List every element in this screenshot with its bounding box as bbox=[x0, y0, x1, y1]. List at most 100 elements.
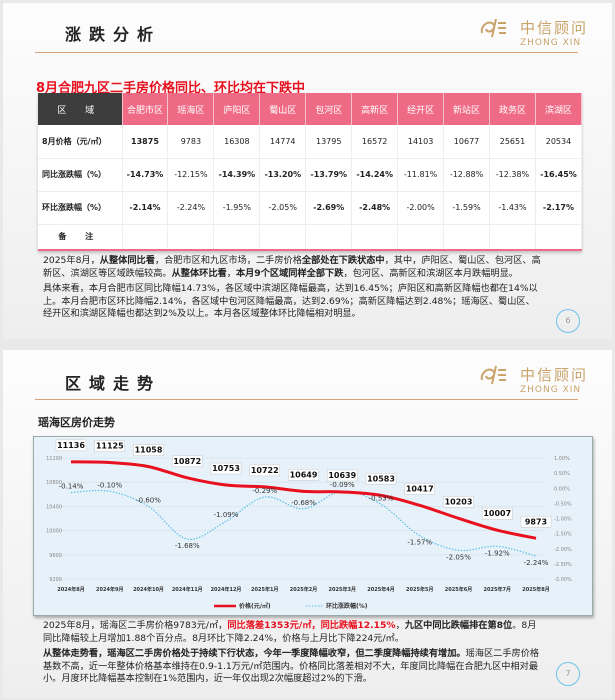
data-label-box bbox=[482, 507, 513, 520]
x-tick-label: 2025年7月 bbox=[484, 586, 511, 593]
table-cell: 16572 bbox=[351, 125, 399, 159]
summary-text: 2025年8月，从整体同比看，合肥市区和九区市场，二手房价格全部处在下跌状态中，… bbox=[43, 255, 543, 324]
chart-title: 瑶海区房价走势 bbox=[38, 416, 115, 429]
table-cell: -2.24% bbox=[167, 191, 215, 225]
data-label-price: 10722 bbox=[251, 466, 279, 475]
table-cell: 13795 bbox=[305, 125, 353, 159]
data-label-price: 10649 bbox=[290, 470, 318, 479]
table-cell: -12.15% bbox=[167, 158, 215, 192]
table-cell: 14774 bbox=[259, 125, 307, 159]
table-cell: -14.73% bbox=[122, 158, 169, 192]
data-label-price: 11058 bbox=[135, 446, 163, 455]
logo: 中信顾问 ZHONG XIN bbox=[480, 17, 588, 48]
price-trend-chart: 9200 9600 10000 10400 10800 11200 -3.00% -2.50%… bbox=[33, 436, 593, 616]
column-header: 经开区 bbox=[397, 93, 445, 125]
y-right-tick-label: -0.50% bbox=[554, 501, 572, 507]
table-cell: -2.00% bbox=[397, 191, 445, 225]
data-label-box bbox=[210, 462, 242, 475]
data-label-mom: -2.05% bbox=[446, 553, 471, 561]
data-label-price: 10203 bbox=[445, 497, 473, 506]
table-cell: -2.17% bbox=[535, 191, 583, 225]
logo: 中信顾问 ZHONG XIN bbox=[480, 364, 588, 395]
data-label-price: 11136 bbox=[57, 441, 85, 450]
y-left-tick-label: 10000 bbox=[46, 529, 62, 535]
table-cell bbox=[397, 224, 445, 251]
data-label-box bbox=[404, 483, 435, 495]
row-label: 同比涨跌幅（%） bbox=[38, 158, 123, 192]
table-cell: -14.39% bbox=[213, 158, 261, 192]
data-label-box bbox=[288, 469, 319, 481]
legend-label-mom: 环比涨跌幅(%) bbox=[326, 602, 368, 610]
data-label-box bbox=[327, 469, 358, 482]
data-label-price: 11125 bbox=[96, 442, 124, 451]
legend-label-price: 价格(元/㎡) bbox=[239, 602, 271, 610]
divider bbox=[35, 52, 578, 53]
paragraph: 2025年8月，从整体同比看，合肥市区和九区市场，二手房价格全部处在下跌状态中，… bbox=[43, 255, 543, 280]
text-run: ，其中，庐阳区、蜀山区、包河区、高新区、滨湖区等区域跌幅较高。 bbox=[43, 255, 541, 279]
data-label-box bbox=[443, 496, 474, 508]
table-cell: -2.48% bbox=[351, 191, 399, 225]
column-header: 瑶海区 bbox=[167, 93, 215, 125]
column-header: 蜀山区 bbox=[259, 93, 307, 125]
table-cell: 9783 bbox=[167, 125, 215, 159]
data-label-price: 10417 bbox=[406, 484, 434, 493]
data-label-mom: -1.68% bbox=[175, 542, 200, 550]
data-label-box bbox=[133, 444, 164, 456]
column-header: 政务区 bbox=[489, 93, 536, 125]
table-row-notes: 备 注 bbox=[38, 224, 583, 251]
table-cell bbox=[535, 224, 583, 251]
table-cell: -13.79% bbox=[305, 158, 353, 192]
text-run: 。8月同比降幅较上月增加1.88个百分点。8月环比下降2.24%，价格与上月比下… bbox=[43, 620, 537, 644]
text-run: 从整体环比看 bbox=[171, 267, 227, 279]
text-run: 从整体走势看，瑶海区二手房价格处于持续下行状态，今年一季度降幅收窄，但二季度降幅… bbox=[43, 648, 466, 659]
logo-text-cn: 中信顾问 bbox=[519, 19, 588, 37]
data-label-mom: -1.92% bbox=[485, 549, 510, 557]
data-label-mom: -1.09% bbox=[214, 511, 239, 519]
text-run: 瑶海区二手房价格基数不高，近一年整体价格基本维持在0.9-1.1万元/㎡范围内。… bbox=[43, 648, 540, 684]
column-header: 高新区 bbox=[351, 93, 399, 125]
price-change-table: 区 域合肥市区 瑶海区 庐阳区 蜀山区 包河区 高新区 经开区 新站区 政务区 滨湖区 8月价格（元… bbox=[38, 93, 583, 251]
x-tick-label: 2025年1月 bbox=[251, 586, 278, 593]
table-cell: -12.88% bbox=[443, 158, 490, 192]
y-left-tick-label: 11200 bbox=[46, 456, 62, 462]
data-label-box bbox=[55, 439, 87, 452]
table-cell: -13.20% bbox=[259, 158, 307, 192]
slide-7: 区域走势 中信顾问 ZHONG XIN 瑶海区房价走势 9200 9600 1000… bbox=[3, 350, 612, 698]
table-cell: -2.05% bbox=[259, 191, 307, 225]
data-label-mom: -0.68% bbox=[291, 499, 316, 507]
table-cell bbox=[167, 224, 215, 251]
y-right-tick-label: -3.00% bbox=[554, 577, 572, 583]
column-header: 合肥市区 bbox=[122, 93, 169, 125]
data-label-box bbox=[172, 455, 203, 468]
text-run: 从整体同比看 bbox=[99, 255, 155, 266]
text-run: 同比落差1353元/㎡，同比跌幅12.15% bbox=[227, 620, 396, 631]
y-left-tick-label: 10400 bbox=[46, 504, 62, 510]
x-tick-label: 2024年8月 bbox=[57, 586, 84, 593]
table-cell bbox=[489, 224, 536, 251]
text-run: ，包河区、高新区和滨湖区本月跌幅明显。 bbox=[343, 267, 518, 279]
column-header: 庐阳区 bbox=[213, 93, 261, 125]
series-line-price bbox=[70, 460, 537, 540]
logo-mark-icon bbox=[480, 18, 506, 38]
page-number: 7 bbox=[556, 662, 580, 686]
data-label-box bbox=[249, 464, 280, 477]
data-label-box bbox=[94, 440, 125, 452]
y-right-tick-label: -1.00% bbox=[554, 517, 572, 523]
paragraph: 从整体走势看，瑶海区二手房价格处于持续下行状态，今年一季度降幅收窄，但二季度降幅… bbox=[43, 648, 543, 686]
table-cell: 16308 bbox=[213, 125, 261, 159]
data-label-price: 10007 bbox=[483, 509, 511, 518]
y-right-tick-label: 1.00% bbox=[554, 456, 570, 462]
table-cell: -2.69% bbox=[305, 191, 353, 225]
table-cell: -11.81% bbox=[397, 158, 445, 192]
column-header: 新站区 bbox=[443, 93, 490, 125]
text-run: 九区中同比跌幅排在第8位 bbox=[404, 620, 513, 631]
table-cell: 20534 bbox=[535, 125, 583, 159]
data-label-mom: -0.29% bbox=[252, 487, 277, 495]
divider bbox=[35, 399, 578, 400]
table-cell: 10677 bbox=[443, 125, 490, 159]
data-label-price: 10872 bbox=[173, 457, 201, 466]
table-row: 同比涨跌幅（%） -14.73% -12.15% -14.39% -13.20% -13.… bbox=[38, 158, 583, 192]
logo-text-cn: 中信顾问 bbox=[519, 366, 588, 384]
analysis-text: 2025年8月，瑶海区二手房价格9783元/㎡，同比落差1353元/㎡，同比跌幅… bbox=[43, 620, 543, 689]
subtitle: 8月合肥九区二手房价格同比、环比均在下跌中 bbox=[36, 81, 306, 96]
